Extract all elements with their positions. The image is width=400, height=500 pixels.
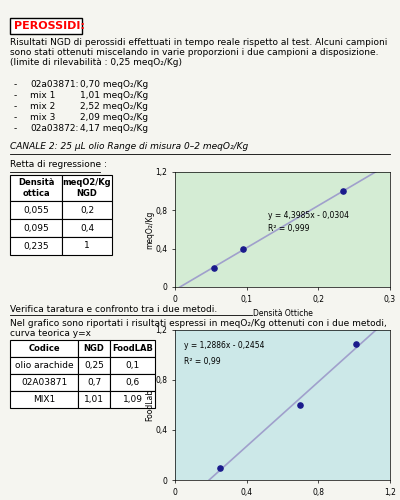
Text: 1: 1: [84, 242, 90, 250]
Text: 0,1: 0,1: [125, 361, 140, 370]
Text: meqO2/Kg
NGD: meqO2/Kg NGD: [63, 178, 111, 198]
Bar: [110, 374, 155, 391]
X-axis label: Densità Ottiche: Densità Ottiche: [252, 309, 312, 318]
Point: [216, 464, 223, 471]
Bar: [10, 357, 78, 374]
Bar: [62, 175, 112, 201]
Text: (limite di rilevabilità : 0,25 meqO₂/Kg): (limite di rilevabilità : 0,25 meqO₂/Kg): [10, 58, 182, 67]
Text: 0,7: 0,7: [87, 378, 101, 387]
Point: [340, 187, 347, 195]
Bar: [62, 201, 112, 219]
Text: curva teorica y=x: curva teorica y=x: [10, 329, 91, 338]
Text: Codice: Codice: [28, 344, 60, 353]
Text: 2,09 meqO₂/Kg: 2,09 meqO₂/Kg: [80, 113, 148, 122]
Bar: [110, 357, 155, 374]
Text: -: -: [14, 102, 17, 111]
Text: 1,09: 1,09: [122, 395, 142, 404]
Text: y = 1,2886x - 0,2454: y = 1,2886x - 0,2454: [184, 340, 264, 349]
Text: 2,52 meqO₂/Kg: 2,52 meqO₂/Kg: [80, 102, 148, 111]
Text: 1,01: 1,01: [84, 395, 104, 404]
Text: mix 1: mix 1: [30, 91, 55, 100]
Bar: [10, 201, 62, 219]
Point: [297, 401, 304, 409]
Bar: [62, 219, 112, 237]
Y-axis label: FoodLab: FoodLab: [145, 389, 154, 421]
Text: mix 3: mix 3: [30, 113, 55, 122]
Text: NGD: NGD: [84, 344, 104, 353]
Bar: [10, 340, 78, 357]
Text: mix 2: mix 2: [30, 102, 55, 111]
Bar: [10, 237, 62, 255]
Text: -: -: [14, 91, 17, 100]
Text: Nel grafico sono riportati i risultati espressi in meqO₂/Kg ottenuti con i due m: Nel grafico sono riportati i risultati e…: [10, 319, 387, 328]
Bar: [10, 374, 78, 391]
Text: 0,25: 0,25: [84, 361, 104, 370]
Text: 4,17 meqO₂/Kg: 4,17 meqO₂/Kg: [80, 124, 148, 133]
Text: olio arachide: olio arachide: [15, 361, 73, 370]
Text: 0,055: 0,055: [23, 206, 49, 214]
Text: sono stati ottenuti miscelando in varie proporzioni i due campioni a disposizion: sono stati ottenuti miscelando in varie …: [10, 48, 378, 57]
Text: -: -: [14, 80, 17, 89]
Text: 02a03872:: 02a03872:: [30, 124, 78, 133]
Text: 1,01 meqO₂/Kg: 1,01 meqO₂/Kg: [80, 91, 148, 100]
Point: [240, 244, 246, 252]
Text: MIX1: MIX1: [33, 395, 55, 404]
Text: 02A03871: 02A03871: [21, 378, 67, 387]
Text: Densità
ottica: Densità ottica: [18, 178, 54, 198]
Bar: [62, 237, 112, 255]
Text: -: -: [14, 124, 17, 133]
Text: 0,095: 0,095: [23, 224, 49, 232]
Bar: [10, 219, 62, 237]
Point: [353, 340, 359, 348]
Text: 0,4: 0,4: [80, 224, 94, 232]
Bar: [110, 391, 155, 408]
Text: 0,2: 0,2: [80, 206, 94, 214]
Y-axis label: meqO₂/Kg: meqO₂/Kg: [145, 210, 154, 248]
Text: CANALE 2: 25 μL olio Range di misura 0–2 meqO₂/Kg: CANALE 2: 25 μL olio Range di misura 0–2…: [10, 142, 248, 151]
Bar: [110, 340, 155, 357]
Text: Verifica taratura e confronto tra i due metodi.: Verifica taratura e confronto tra i due …: [10, 305, 217, 314]
Bar: [78, 374, 110, 391]
Text: 0,235: 0,235: [23, 242, 49, 250]
Bar: [10, 18, 82, 34]
Text: 02a03871:: 02a03871:: [30, 80, 78, 89]
Point: [211, 264, 218, 272]
Text: PEROSSIDI:: PEROSSIDI:: [14, 21, 85, 31]
Bar: [78, 357, 110, 374]
Text: R² = 0,99: R² = 0,99: [184, 357, 220, 366]
Text: 0,70 meqO₂/Kg: 0,70 meqO₂/Kg: [80, 80, 148, 89]
Text: y = 4,3985x - 0,0304: y = 4,3985x - 0,0304: [268, 211, 349, 220]
Bar: [10, 175, 62, 201]
Text: 0,6: 0,6: [125, 378, 140, 387]
Text: Retta di regressione :: Retta di regressione :: [10, 160, 107, 169]
Text: Risultati NGD di perossidi effettuati in tempo reale rispetto al test. Alcuni ca: Risultati NGD di perossidi effettuati in…: [10, 38, 387, 47]
Bar: [78, 391, 110, 408]
Text: -: -: [14, 113, 17, 122]
Text: R² = 0,999: R² = 0,999: [268, 224, 310, 234]
Text: FoodLAB: FoodLAB: [112, 344, 153, 353]
Bar: [78, 340, 110, 357]
Bar: [10, 391, 78, 408]
